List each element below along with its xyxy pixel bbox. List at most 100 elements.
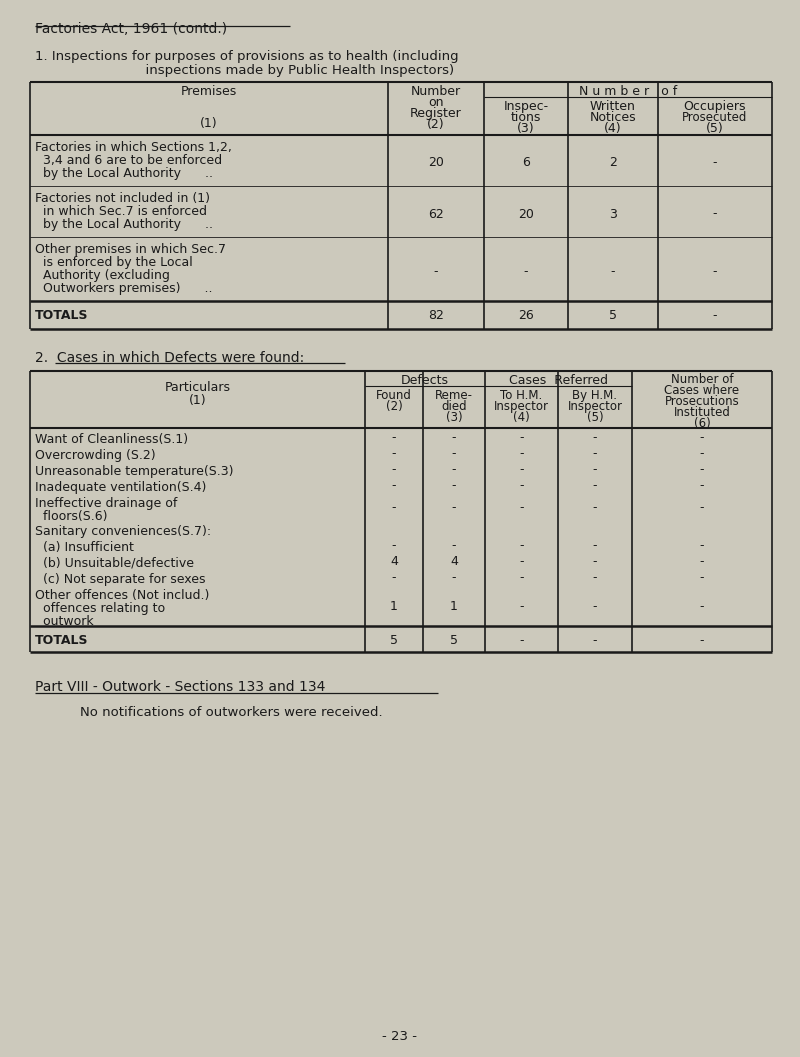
Text: -: - bbox=[700, 479, 704, 492]
Text: Other premises in which Sec.7: Other premises in which Sec.7 bbox=[35, 243, 226, 256]
Text: Overcrowding (S.2): Overcrowding (S.2) bbox=[35, 449, 156, 462]
Text: Cases where: Cases where bbox=[665, 384, 739, 397]
Text: -: - bbox=[519, 447, 524, 460]
Text: -: - bbox=[700, 571, 704, 585]
Text: (2): (2) bbox=[386, 400, 402, 413]
Text: Reme-: Reme- bbox=[435, 389, 473, 402]
Text: died: died bbox=[441, 400, 467, 413]
Text: 3: 3 bbox=[609, 207, 617, 221]
Text: on: on bbox=[428, 96, 444, 109]
Text: 5: 5 bbox=[390, 634, 398, 647]
Text: TOTALS: TOTALS bbox=[35, 309, 89, 322]
Text: Factories in which Sections 1,2,: Factories in which Sections 1,2, bbox=[35, 141, 232, 154]
Text: Inspector: Inspector bbox=[494, 400, 549, 413]
Text: N u m b e r   o f: N u m b e r o f bbox=[579, 85, 677, 98]
Text: Part VIII - Outwork - Sections 133 and 134: Part VIII - Outwork - Sections 133 and 1… bbox=[35, 680, 326, 694]
Text: 2: 2 bbox=[609, 156, 617, 169]
Text: (2): (2) bbox=[427, 118, 445, 131]
Text: 3,4 and 6 are to be enforced: 3,4 and 6 are to be enforced bbox=[35, 154, 222, 167]
Text: -: - bbox=[610, 265, 615, 278]
Text: -: - bbox=[519, 479, 524, 492]
Text: (6): (6) bbox=[694, 418, 710, 430]
Text: -: - bbox=[452, 479, 456, 492]
Text: -: - bbox=[593, 463, 598, 476]
Text: Ineffective drainage of: Ineffective drainage of bbox=[35, 497, 178, 509]
Text: To H.M.: To H.M. bbox=[500, 389, 542, 402]
Text: -: - bbox=[713, 265, 718, 278]
Text: (4): (4) bbox=[604, 122, 622, 135]
Text: (3): (3) bbox=[446, 411, 462, 424]
Text: -: - bbox=[593, 539, 598, 552]
Text: -: - bbox=[713, 156, 718, 169]
Text: Instituted: Instituted bbox=[674, 406, 730, 419]
Text: by the Local Authority      ..: by the Local Authority .. bbox=[35, 218, 213, 231]
Text: Factories not included in (1): Factories not included in (1) bbox=[35, 192, 210, 205]
Text: -: - bbox=[392, 571, 396, 585]
Text: -: - bbox=[452, 501, 456, 514]
Text: (5): (5) bbox=[706, 122, 724, 135]
Text: -: - bbox=[593, 634, 598, 647]
Text: Number of: Number of bbox=[670, 373, 734, 386]
Text: TOTALS: TOTALS bbox=[35, 634, 89, 647]
Text: in which Sec.7 is enforced: in which Sec.7 is enforced bbox=[35, 205, 207, 218]
Text: Defects: Defects bbox=[401, 374, 449, 387]
Text: -: - bbox=[524, 265, 528, 278]
Text: tions: tions bbox=[511, 111, 541, 124]
Text: -: - bbox=[593, 431, 598, 444]
Text: 82: 82 bbox=[428, 309, 444, 322]
Text: -: - bbox=[392, 447, 396, 460]
Text: -: - bbox=[519, 571, 524, 585]
Text: -: - bbox=[392, 431, 396, 444]
Text: -: - bbox=[452, 463, 456, 476]
Text: -: - bbox=[392, 539, 396, 552]
Text: -: - bbox=[700, 447, 704, 460]
Text: -: - bbox=[700, 600, 704, 613]
Text: Found: Found bbox=[376, 389, 412, 402]
Text: -: - bbox=[700, 539, 704, 552]
Text: Inadequate ventilation(S.4): Inadequate ventilation(S.4) bbox=[35, 481, 206, 494]
Text: Sanitary conveniences(S.7):: Sanitary conveniences(S.7): bbox=[35, 525, 211, 538]
Text: -: - bbox=[700, 634, 704, 647]
Text: 1. Inspections for purposes of provisions as to health (including: 1. Inspections for purposes of provision… bbox=[35, 50, 458, 63]
Text: 26: 26 bbox=[518, 309, 534, 322]
Text: -: - bbox=[519, 634, 524, 647]
Text: (3): (3) bbox=[517, 122, 535, 135]
Text: -: - bbox=[700, 555, 704, 568]
Text: 20: 20 bbox=[518, 207, 534, 221]
Text: -: - bbox=[434, 265, 438, 278]
Text: 20: 20 bbox=[428, 156, 444, 169]
Text: Authority (excluding: Authority (excluding bbox=[35, 268, 170, 282]
Text: -: - bbox=[593, 555, 598, 568]
Text: - 23 -: - 23 - bbox=[382, 1030, 418, 1043]
Text: Inspec-: Inspec- bbox=[503, 100, 549, 113]
Text: Particulars: Particulars bbox=[165, 381, 230, 394]
Text: 1: 1 bbox=[390, 600, 398, 613]
Text: Factories Act, 1961 (contd.): Factories Act, 1961 (contd.) bbox=[35, 22, 227, 36]
Text: 1: 1 bbox=[450, 600, 458, 613]
Text: Number: Number bbox=[411, 85, 461, 98]
Text: 2.  Cases in which Defects were found:: 2. Cases in which Defects were found: bbox=[35, 351, 304, 365]
Text: -: - bbox=[452, 571, 456, 585]
Text: -: - bbox=[593, 600, 598, 613]
Text: (a) Insufficient: (a) Insufficient bbox=[35, 541, 134, 554]
Text: -: - bbox=[519, 431, 524, 444]
Text: -: - bbox=[452, 447, 456, 460]
Text: Notices: Notices bbox=[590, 111, 636, 124]
Text: Written: Written bbox=[590, 100, 636, 113]
Text: (1): (1) bbox=[189, 394, 206, 407]
Text: 5: 5 bbox=[609, 309, 617, 322]
Text: -: - bbox=[452, 539, 456, 552]
Text: 4: 4 bbox=[450, 555, 458, 568]
Text: outwork: outwork bbox=[35, 615, 94, 628]
Text: (1): (1) bbox=[200, 117, 218, 130]
Text: 6: 6 bbox=[522, 156, 530, 169]
Text: (4): (4) bbox=[513, 411, 530, 424]
Text: -: - bbox=[392, 463, 396, 476]
Text: -: - bbox=[392, 501, 396, 514]
Text: by the Local Authority      ..: by the Local Authority .. bbox=[35, 167, 213, 180]
Text: -: - bbox=[700, 501, 704, 514]
Text: -: - bbox=[593, 479, 598, 492]
Text: (b) Unsuitable/defective: (b) Unsuitable/defective bbox=[35, 557, 194, 570]
Text: (5): (5) bbox=[586, 411, 603, 424]
Text: Premises: Premises bbox=[181, 85, 237, 98]
